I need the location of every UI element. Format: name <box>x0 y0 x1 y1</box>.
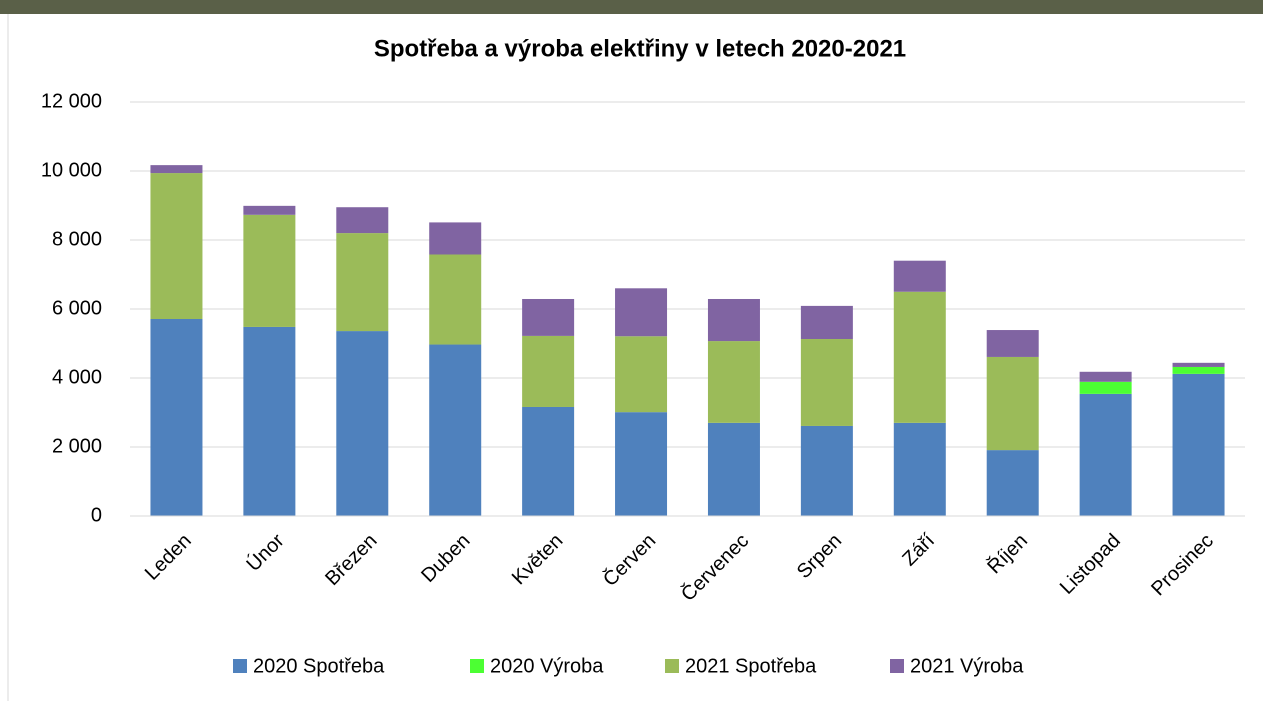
bar-segment <box>615 288 668 337</box>
bar-segment <box>522 335 575 407</box>
bar-segment <box>615 412 668 516</box>
legend-label: 2021 Spotřeba <box>685 655 817 677</box>
photo-strip <box>0 0 1263 14</box>
x-tick-label: Červen <box>598 529 660 591</box>
bar-segment <box>615 336 668 413</box>
x-tick-label: Květen <box>508 530 568 590</box>
bar-segment <box>243 326 296 516</box>
x-tick-label: Prosinec <box>1147 530 1218 601</box>
bar-segment <box>707 298 760 342</box>
bar-segment <box>429 254 482 345</box>
y-tick-label: 10 000 <box>41 159 102 181</box>
bar-segment <box>893 422 946 516</box>
bar-segment <box>986 330 1039 357</box>
bar-segment <box>150 173 203 320</box>
bar-segment <box>893 260 946 292</box>
chart-title: Spotřeba a výroba elektřiny v letech 202… <box>374 35 906 62</box>
bar-segment <box>150 319 203 516</box>
bar-segment <box>522 298 575 336</box>
legend-swatch <box>890 659 904 673</box>
x-tick-label: Červenec <box>676 529 753 606</box>
bar-segment <box>800 425 853 516</box>
y-tick-label: 4 000 <box>52 366 102 388</box>
x-tick-label: Únor <box>242 529 289 576</box>
x-tick-label: Březen <box>321 530 381 590</box>
x-tick-label: Duben <box>417 530 474 587</box>
bar-segment <box>1172 373 1225 516</box>
bar-segment <box>707 341 760 423</box>
bar-segment <box>429 344 482 516</box>
legend-swatch <box>233 659 247 673</box>
y-tick-label: 2 000 <box>52 435 102 457</box>
bar-segment <box>336 233 389 332</box>
legend-swatch <box>470 659 484 673</box>
bar-segment <box>986 356 1039 451</box>
bar-segment <box>429 222 482 255</box>
bar-segment <box>150 165 203 174</box>
bar-segment <box>800 305 853 340</box>
legend-label: 2020 Spotřeba <box>253 655 385 677</box>
bar-segment <box>1079 371 1132 382</box>
y-tick-label: 0 <box>91 504 102 526</box>
x-tick-label: Srpen <box>793 530 846 583</box>
bar-segment <box>1079 381 1132 394</box>
y-tick-label: 12 000 <box>41 90 102 112</box>
legend-label: 2021 Výroba <box>910 655 1024 677</box>
bar-segment <box>243 214 296 327</box>
y-tick-label: 8 000 <box>52 228 102 250</box>
bar-segment <box>800 339 853 426</box>
bar-segment <box>336 207 389 234</box>
x-tick-label: Leden <box>141 530 196 585</box>
bar-segment <box>522 406 575 516</box>
legend-label: 2020 Výroba <box>490 655 604 677</box>
bar-segment <box>707 422 760 516</box>
legend-swatch <box>665 659 679 673</box>
x-tick-label: Listopad <box>1056 530 1125 599</box>
x-tick-label: Říjen <box>983 529 1032 578</box>
bar-segment <box>1079 393 1132 516</box>
bar-segment <box>336 331 389 516</box>
bar-segment <box>986 450 1039 516</box>
bar-segment <box>1172 362 1225 367</box>
y-tick-label: 6 000 <box>52 297 102 319</box>
bar-segment <box>1172 366 1225 374</box>
x-tick-label: Září <box>898 529 939 570</box>
bar-segment <box>243 205 296 215</box>
bar-segment <box>893 291 946 423</box>
